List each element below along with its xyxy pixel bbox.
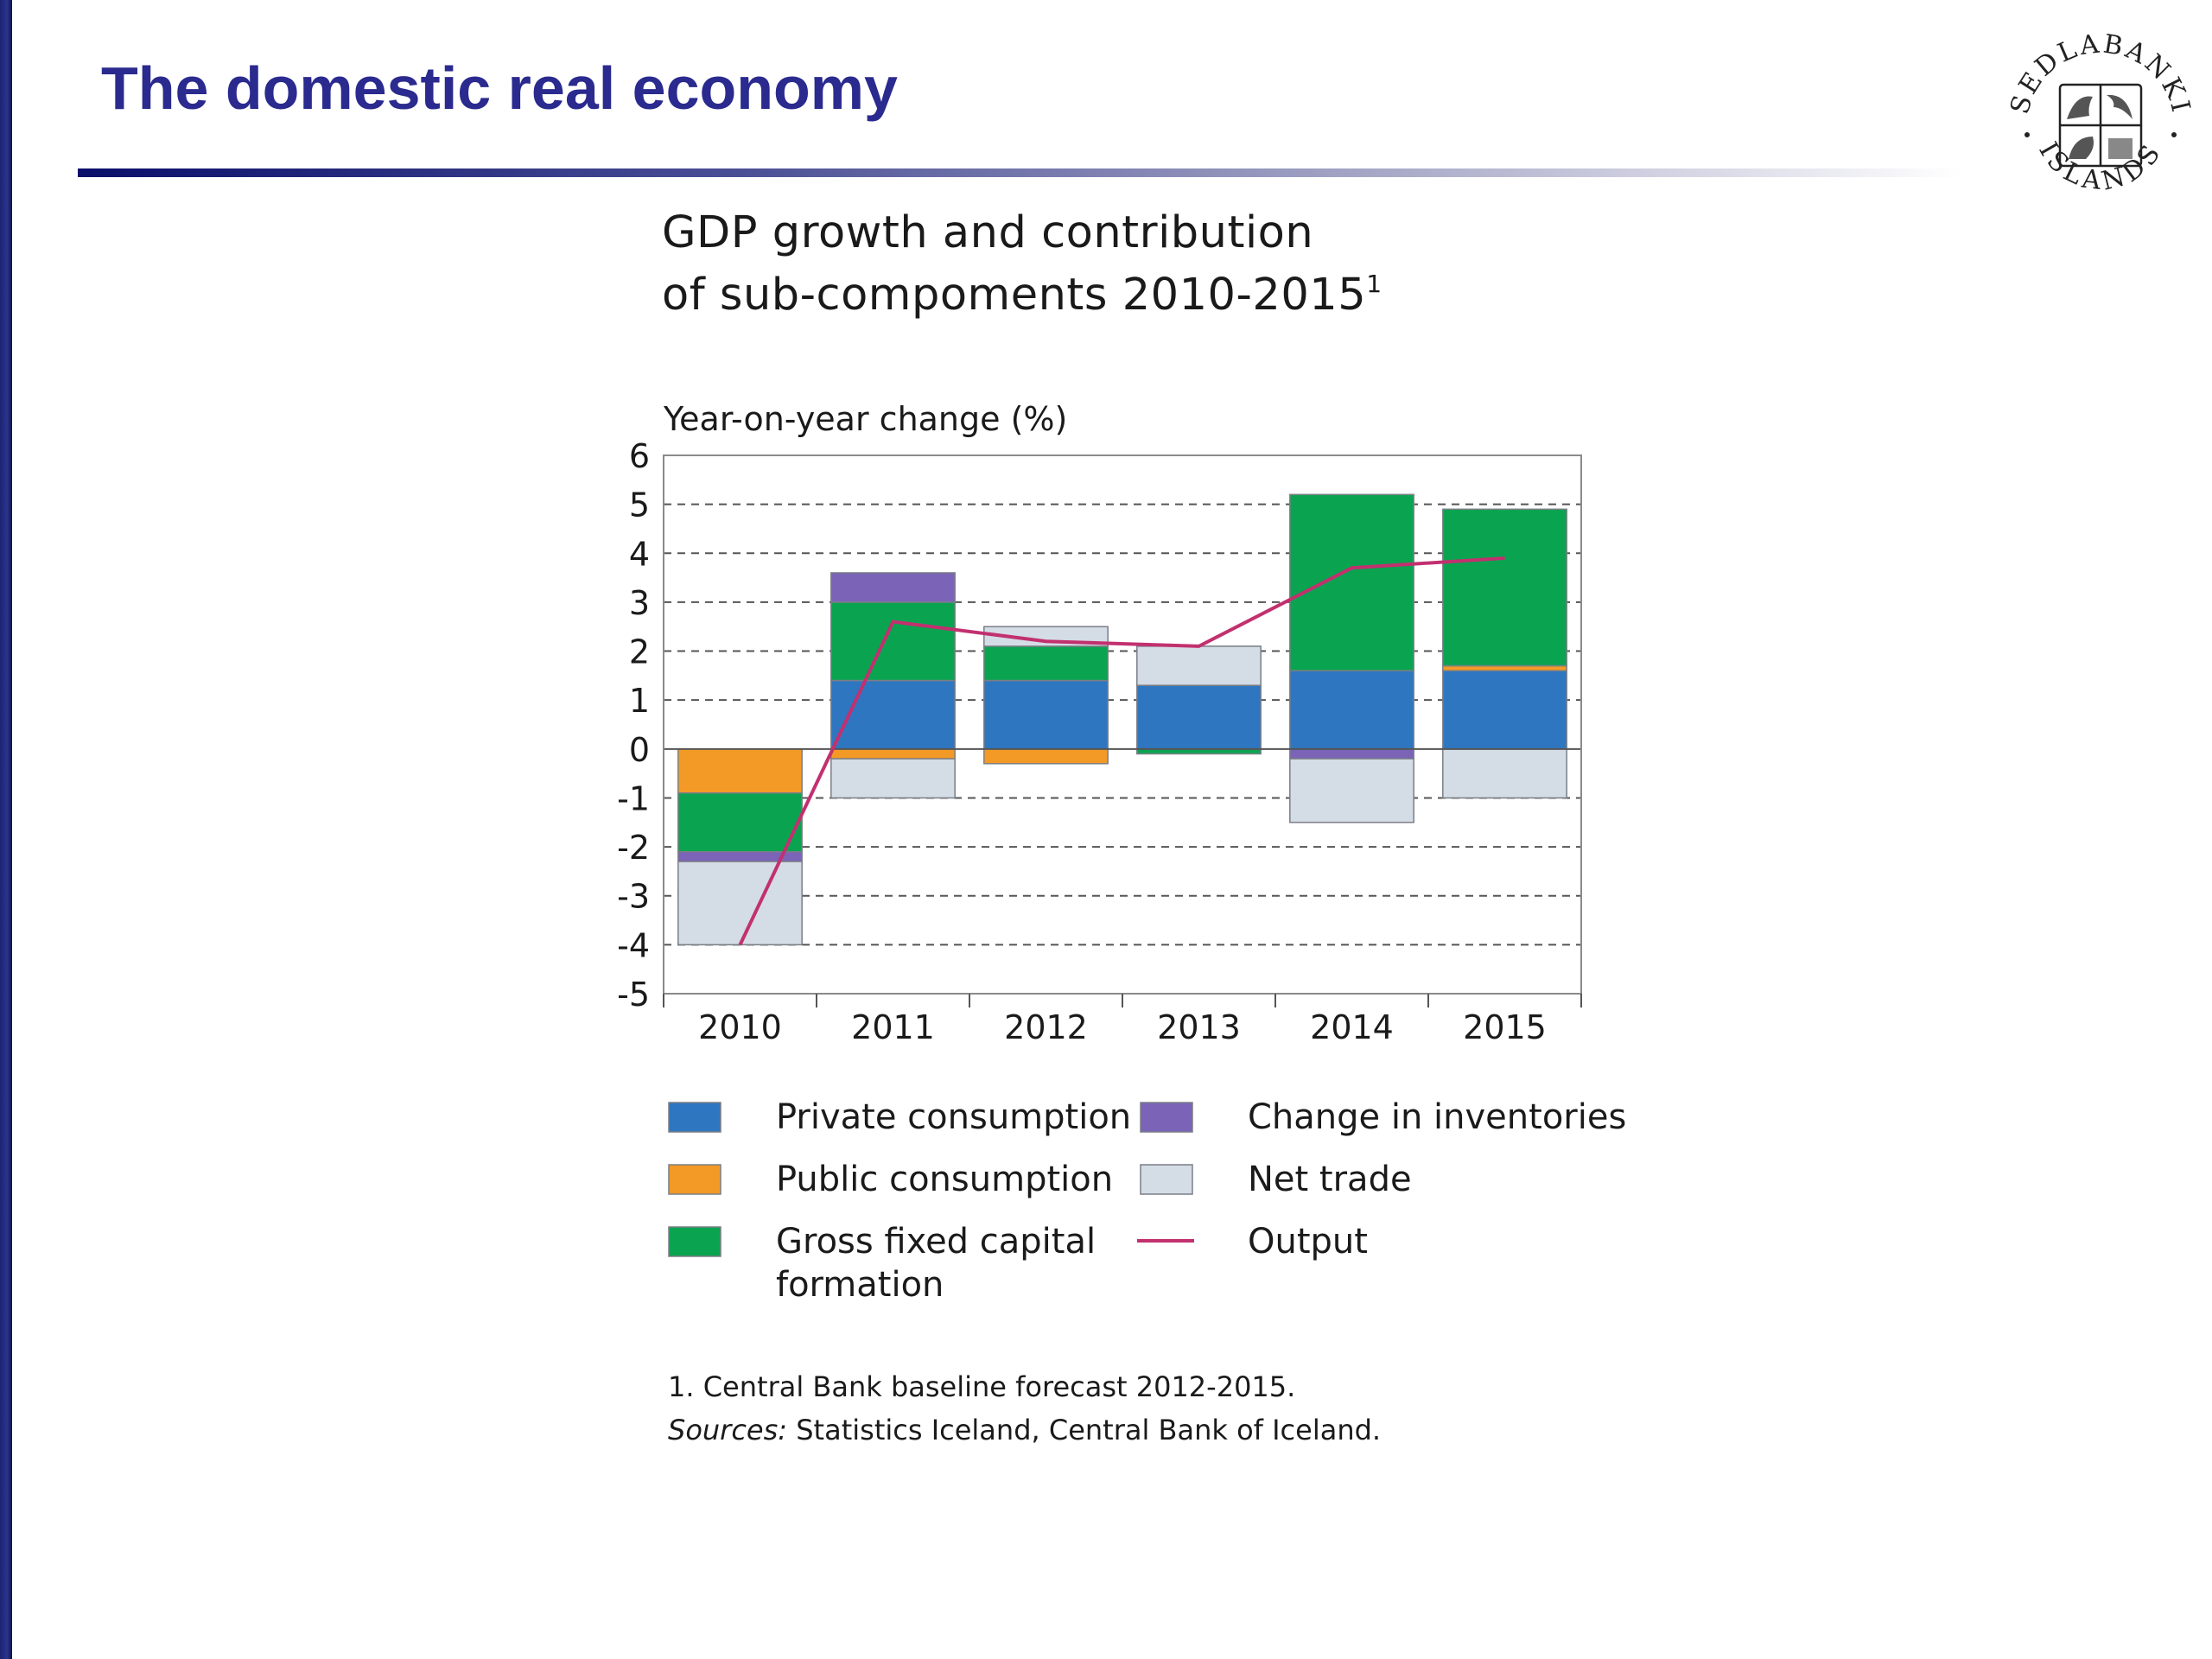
legend-label: Net trade <box>1248 1160 1412 1199</box>
footnote-forecast: 1. Central Bank baseline forecast 2012-2… <box>668 1370 1296 1403</box>
bar-private-consumption <box>1136 684 1262 750</box>
bar-gross-fixed-capital-formation <box>830 601 956 682</box>
bar-public-consumption <box>830 748 956 760</box>
chart-title-line-1: GDP growth and contribution <box>662 207 1314 258</box>
output-line <box>738 556 1505 946</box>
y-tick-label: 6 <box>629 437 650 475</box>
y-tick-label: 2 <box>629 633 650 671</box>
bar-gross-fixed-capital-formation <box>677 792 803 853</box>
y-tick-label: 5 <box>629 486 650 524</box>
bar-public-consumption <box>1442 664 1567 671</box>
x-tick-label: 2012 <box>1004 1008 1088 1046</box>
y-tick-label: -1 <box>617 779 650 817</box>
y-tick-label: 1 <box>629 682 650 720</box>
chart-title-line-2: of sub-compoments 2010-20151 <box>662 270 1382 321</box>
left-accent-bar <box>0 0 12 1659</box>
x-tick-label: 2013 <box>1157 1008 1241 1046</box>
legend-swatch <box>1140 1164 1193 1195</box>
bar-gross-fixed-capital-formation <box>983 645 1109 682</box>
bar-public-consumption <box>677 748 803 794</box>
legend-label: Output <box>1248 1222 1368 1262</box>
x-tick-label: 2014 <box>1310 1008 1394 1046</box>
legend-label: formation <box>776 1265 944 1305</box>
chart-title-line-2-text: of sub-compoments 2010-2015 <box>662 270 1367 321</box>
legend-swatch <box>668 1102 721 1133</box>
y-tick-label: -5 <box>617 976 650 1014</box>
legend-label: Gross fixed capital <box>776 1222 1096 1262</box>
bar-public-consumption <box>983 748 1109 765</box>
bar-private-consumption <box>983 679 1109 750</box>
y-tick-label: -4 <box>617 926 650 964</box>
y-tick-label: -3 <box>617 878 650 916</box>
bar-net-trade <box>677 861 803 946</box>
y-tick-label: 0 <box>629 731 650 769</box>
y-tick-label: -2 <box>617 829 650 867</box>
footnote-sources: Sources: Statistics Iceland, Central Ban… <box>668 1414 1381 1446</box>
y-axis-label: Year-on-year change (%) <box>663 400 1067 438</box>
x-tick-label: 2015 <box>1463 1008 1547 1046</box>
bar-private-consumption <box>1289 670 1414 750</box>
legend-swatch <box>668 1226 721 1257</box>
legend-label: Public consumption <box>776 1160 1113 1199</box>
title-underline <box>78 168 1961 177</box>
legend-swatch <box>1140 1102 1193 1133</box>
slide-title: The domestic real economy <box>101 54 898 122</box>
y-tick-label: 3 <box>629 584 650 622</box>
sources-text: Statistics Iceland, Central Bank of Icel… <box>787 1414 1382 1446</box>
central-bank-seal-logo: SEDLABANKI ISLANDS <box>2003 24 2198 219</box>
bar-gross-fixed-capital-formation <box>1442 508 1567 667</box>
bar-net-trade <box>830 758 956 799</box>
bar-net-trade <box>1442 748 1567 799</box>
bar-net-trade <box>1289 758 1414 823</box>
legend-label: Change in inventories <box>1248 1097 1626 1137</box>
bar-change-in-inventories <box>830 572 956 603</box>
legend-label: Private consumption <box>776 1097 1131 1137</box>
legend-swatch <box>668 1164 721 1195</box>
sources-label: Sources: <box>668 1414 788 1446</box>
bar-private-consumption <box>1442 670 1567 750</box>
x-tick-label: 2011 <box>851 1008 935 1046</box>
x-tick-label: 2010 <box>698 1008 782 1046</box>
y-tick-label: 4 <box>629 535 650 573</box>
seal-icon: SEDLABANKI ISLANDS <box>2005 29 2194 196</box>
bar-net-trade <box>1136 645 1262 686</box>
bar-gross-fixed-capital-formation <box>1289 493 1414 671</box>
bar-change-in-inventories <box>1289 748 1414 760</box>
chart-title-footnote-marker: 1 <box>1366 270 1382 298</box>
